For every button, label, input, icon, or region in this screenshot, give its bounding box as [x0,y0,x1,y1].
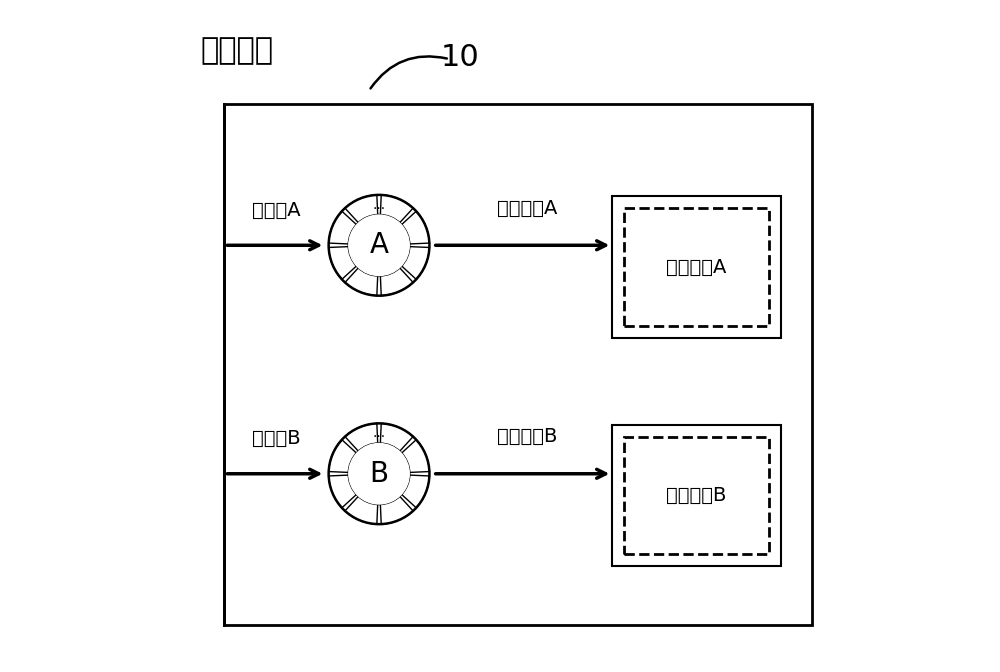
Polygon shape [401,211,429,244]
Polygon shape [329,211,357,244]
Text: ...: ... [372,198,386,212]
Polygon shape [380,195,413,223]
Bar [612,196,781,338]
Text: 解析结果B: 解析结果B [666,486,727,505]
Polygon shape [401,475,429,508]
Polygon shape [380,423,413,452]
Polygon shape [380,267,413,296]
Bar [624,437,769,554]
Bar [224,104,812,625]
Polygon shape [345,195,378,223]
Text: ...: ... [372,427,386,440]
Polygon shape [329,439,357,472]
Polygon shape [345,267,378,296]
Polygon shape [345,423,378,452]
Circle shape [329,195,429,296]
Polygon shape [345,496,378,524]
Polygon shape [329,475,357,508]
Circle shape [349,215,409,276]
Text: 数据包A: 数据包A [252,201,301,220]
Bar [624,208,769,326]
Circle shape [349,444,409,504]
Polygon shape [380,496,413,524]
Text: 处理函数B: 处理函数B [497,427,557,446]
Circle shape [329,423,429,524]
Polygon shape [401,439,429,472]
Text: 处理函数A: 处理函数A [497,199,557,218]
Text: 10: 10 [440,42,479,72]
Polygon shape [401,247,429,280]
Bar [612,425,781,566]
Text: B: B [369,460,389,488]
Polygon shape [329,247,357,280]
Text: A: A [370,231,389,259]
Text: 解析结果A: 解析结果A [666,257,727,277]
Text: 流量数据: 流量数据 [201,36,274,65]
Text: 数据包B: 数据包B [252,429,301,448]
